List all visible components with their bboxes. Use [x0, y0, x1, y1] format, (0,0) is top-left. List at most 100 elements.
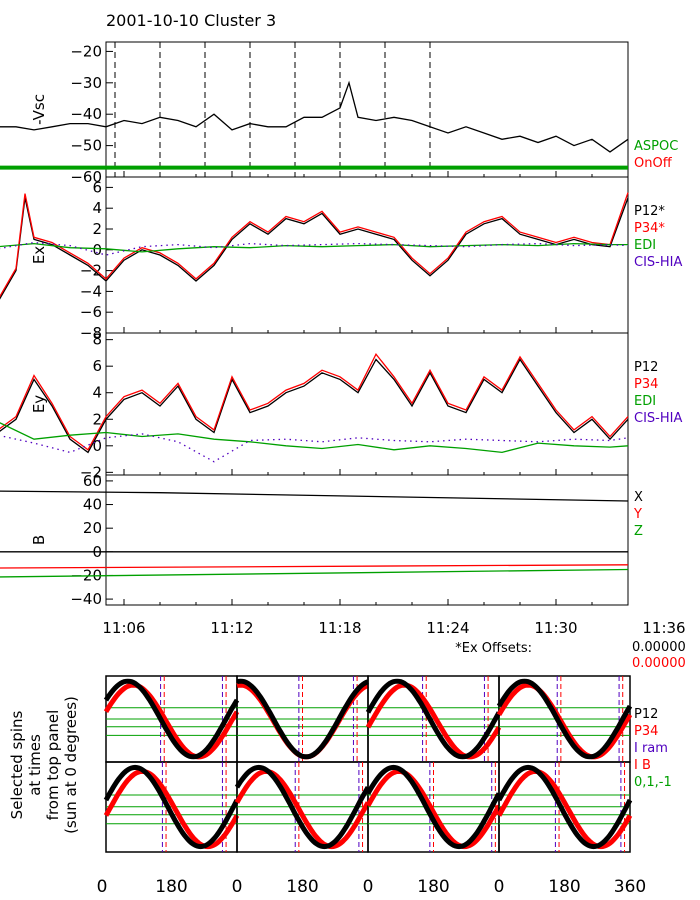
spin-y-label-line: (sun at 0 degrees) — [62, 696, 80, 834]
time-tick-label: 11:24 — [426, 619, 469, 637]
y-tick-label: 40 — [83, 496, 102, 514]
spin-p12-curve — [103, 764, 240, 850]
legend-entry: EDI — [634, 394, 656, 409]
spin-p12-curve — [496, 678, 633, 760]
spin-p34-curve — [234, 768, 371, 850]
spin-legend-entry: P12 — [634, 707, 658, 722]
time-tick-label: 11:30 — [534, 619, 577, 637]
series-p34 — [0, 352, 629, 451]
spin-y-label-line: from top panel — [44, 710, 62, 821]
legend-entry: CIS-HIA — [634, 411, 682, 426]
panel-vsc: −20 −30 −40 −50 −60 -Vsc ASPOC OnOff — [0, 41, 678, 186]
ex-offset-p34: 0.00000 — [632, 656, 686, 671]
spin-p34-curve — [103, 768, 240, 850]
spin-p34-curve — [365, 768, 502, 850]
series-cis-hia — [0, 433, 629, 463]
spin-p12-curve — [103, 678, 240, 760]
legend-entry: OnOff — [634, 156, 673, 171]
legend-entry: P12 — [634, 360, 658, 375]
spin-legend-entry: I ram — [634, 741, 668, 756]
spin-legend-entry: P34 — [634, 724, 658, 739]
panel-frame — [105, 474, 629, 606]
panel-ey: 8 6 4 2 0 −2 Ey P12 P34 EDI CIS-HIA — [0, 331, 682, 481]
spin-x-tick-label: 0 — [363, 877, 374, 897]
y-tick-label: −50 — [70, 137, 102, 155]
legend-entry: ASPOC — [634, 139, 678, 154]
spin-p34-curve — [103, 682, 240, 760]
spin-x-tick-label: 180 — [155, 877, 187, 897]
ex-offsets-label: *Ex Offsets: — [455, 641, 532, 656]
y-tick-label: −4 — [80, 282, 102, 300]
y-tick-label: −40 — [70, 105, 102, 123]
series-x — [0, 490, 629, 502]
y-tick-label: −2 — [80, 463, 102, 481]
spin-cell — [496, 675, 633, 763]
series-edi — [0, 242, 628, 253]
time-tick-label: 11:12 — [210, 619, 253, 637]
spin-p12-curve — [234, 764, 371, 850]
series-p12 — [0, 358, 629, 454]
spin-x-tick-label: 0 — [494, 877, 505, 897]
y-tick-label: 20 — [83, 519, 102, 537]
spin-cell — [103, 675, 240, 763]
y-tick-label: −60 — [70, 168, 102, 186]
spin-p34-curve — [496, 682, 633, 760]
y-tick-label: 0 — [92, 437, 102, 455]
legend-entry: X — [634, 490, 643, 505]
spin-p12-curve — [365, 764, 502, 850]
y-axis-label: -Vsc — [30, 94, 48, 125]
spin-p12-curve — [496, 764, 633, 850]
spin-cell — [234, 761, 371, 853]
y-axis-label: B — [30, 535, 48, 545]
y-tick-label: −2 — [80, 262, 102, 280]
spin-cell — [103, 761, 240, 853]
spin-x-tick-label: 0 — [232, 877, 243, 897]
y-axis-label: Ey — [30, 395, 48, 413]
chart-title: 2001-10-10 Cluster 3 — [106, 11, 276, 30]
series-p34 — [0, 192, 629, 298]
spin-cell — [365, 675, 502, 763]
spin-x-tick-label: 180 — [548, 877, 580, 897]
spin-legend-entry: 0,1,-1 — [634, 775, 672, 790]
spin-cell — [365, 761, 502, 853]
y-tick-label: 0 — [92, 241, 102, 259]
series-y — [0, 564, 629, 569]
ex-offset-p12: 0.00000 — [632, 640, 686, 655]
series-z — [0, 568, 629, 578]
legend-entry: P34 — [634, 377, 658, 392]
y-tick-label: 4 — [92, 199, 102, 217]
legend-entry: Y — [633, 507, 642, 522]
series-spacecraft-potential — [0, 80, 629, 153]
y-tick-label: 8 — [92, 331, 102, 349]
time-tick-label: 11:06 — [102, 619, 145, 637]
spin-x-tick-label: 180 — [286, 877, 318, 897]
y-tick-label: −8 — [80, 324, 102, 342]
y-tick-label: 2 — [92, 410, 102, 428]
y-tick-label: −30 — [70, 74, 102, 92]
y-tick-label: 6 — [92, 357, 102, 375]
y-tick-label: −6 — [80, 303, 102, 321]
y-tick-label: 60 — [83, 472, 102, 490]
spin-y-label-line: Selected spins — [8, 711, 26, 820]
panel-frame — [105, 41, 629, 178]
spin-y-label-line: at times — [26, 734, 44, 796]
spin-x-tick-label: 0 — [97, 877, 108, 897]
series-edi — [0, 422, 629, 454]
legend-entry: P34* — [634, 221, 665, 236]
spin-cell — [236, 675, 369, 763]
y-tick-label: −40 — [70, 590, 102, 608]
spin-p12-curve — [365, 678, 502, 760]
spin-x-tick-label: 360 — [614, 877, 646, 897]
time-series-panels: −20−30−40−50−60-VscASPOCOnOff6420−2−4−6−… — [0, 41, 686, 637]
spin-p12-curve — [236, 678, 369, 760]
y-axis-label: Ex — [30, 246, 48, 264]
y-tick-label: 4 — [92, 384, 102, 402]
spin-cell — [496, 761, 633, 853]
time-tick-label: 11:36 — [642, 619, 685, 637]
legend-entry: Z — [634, 524, 643, 539]
y-tick-label: 6 — [92, 178, 102, 196]
spin-x-tick-label: 180 — [417, 877, 449, 897]
legend-entry: P12* — [634, 204, 665, 219]
